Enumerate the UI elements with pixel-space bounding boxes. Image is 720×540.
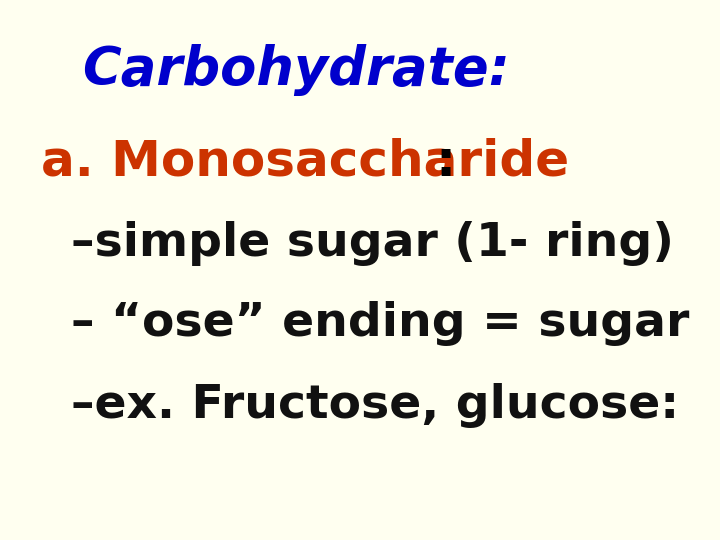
Text: –ex. Fructose, glucose:: –ex. Fructose, glucose: (71, 382, 679, 428)
Text: a. Monosaccharide: a. Monosaccharide (42, 138, 570, 186)
Text: :: : (436, 138, 456, 186)
Text: –simple sugar (1- ring): –simple sugar (1- ring) (71, 220, 674, 266)
Text: Carbohydrate:: Carbohydrate: (83, 44, 510, 96)
Text: – “ose” ending = sugar: – “ose” ending = sugar (71, 301, 690, 347)
